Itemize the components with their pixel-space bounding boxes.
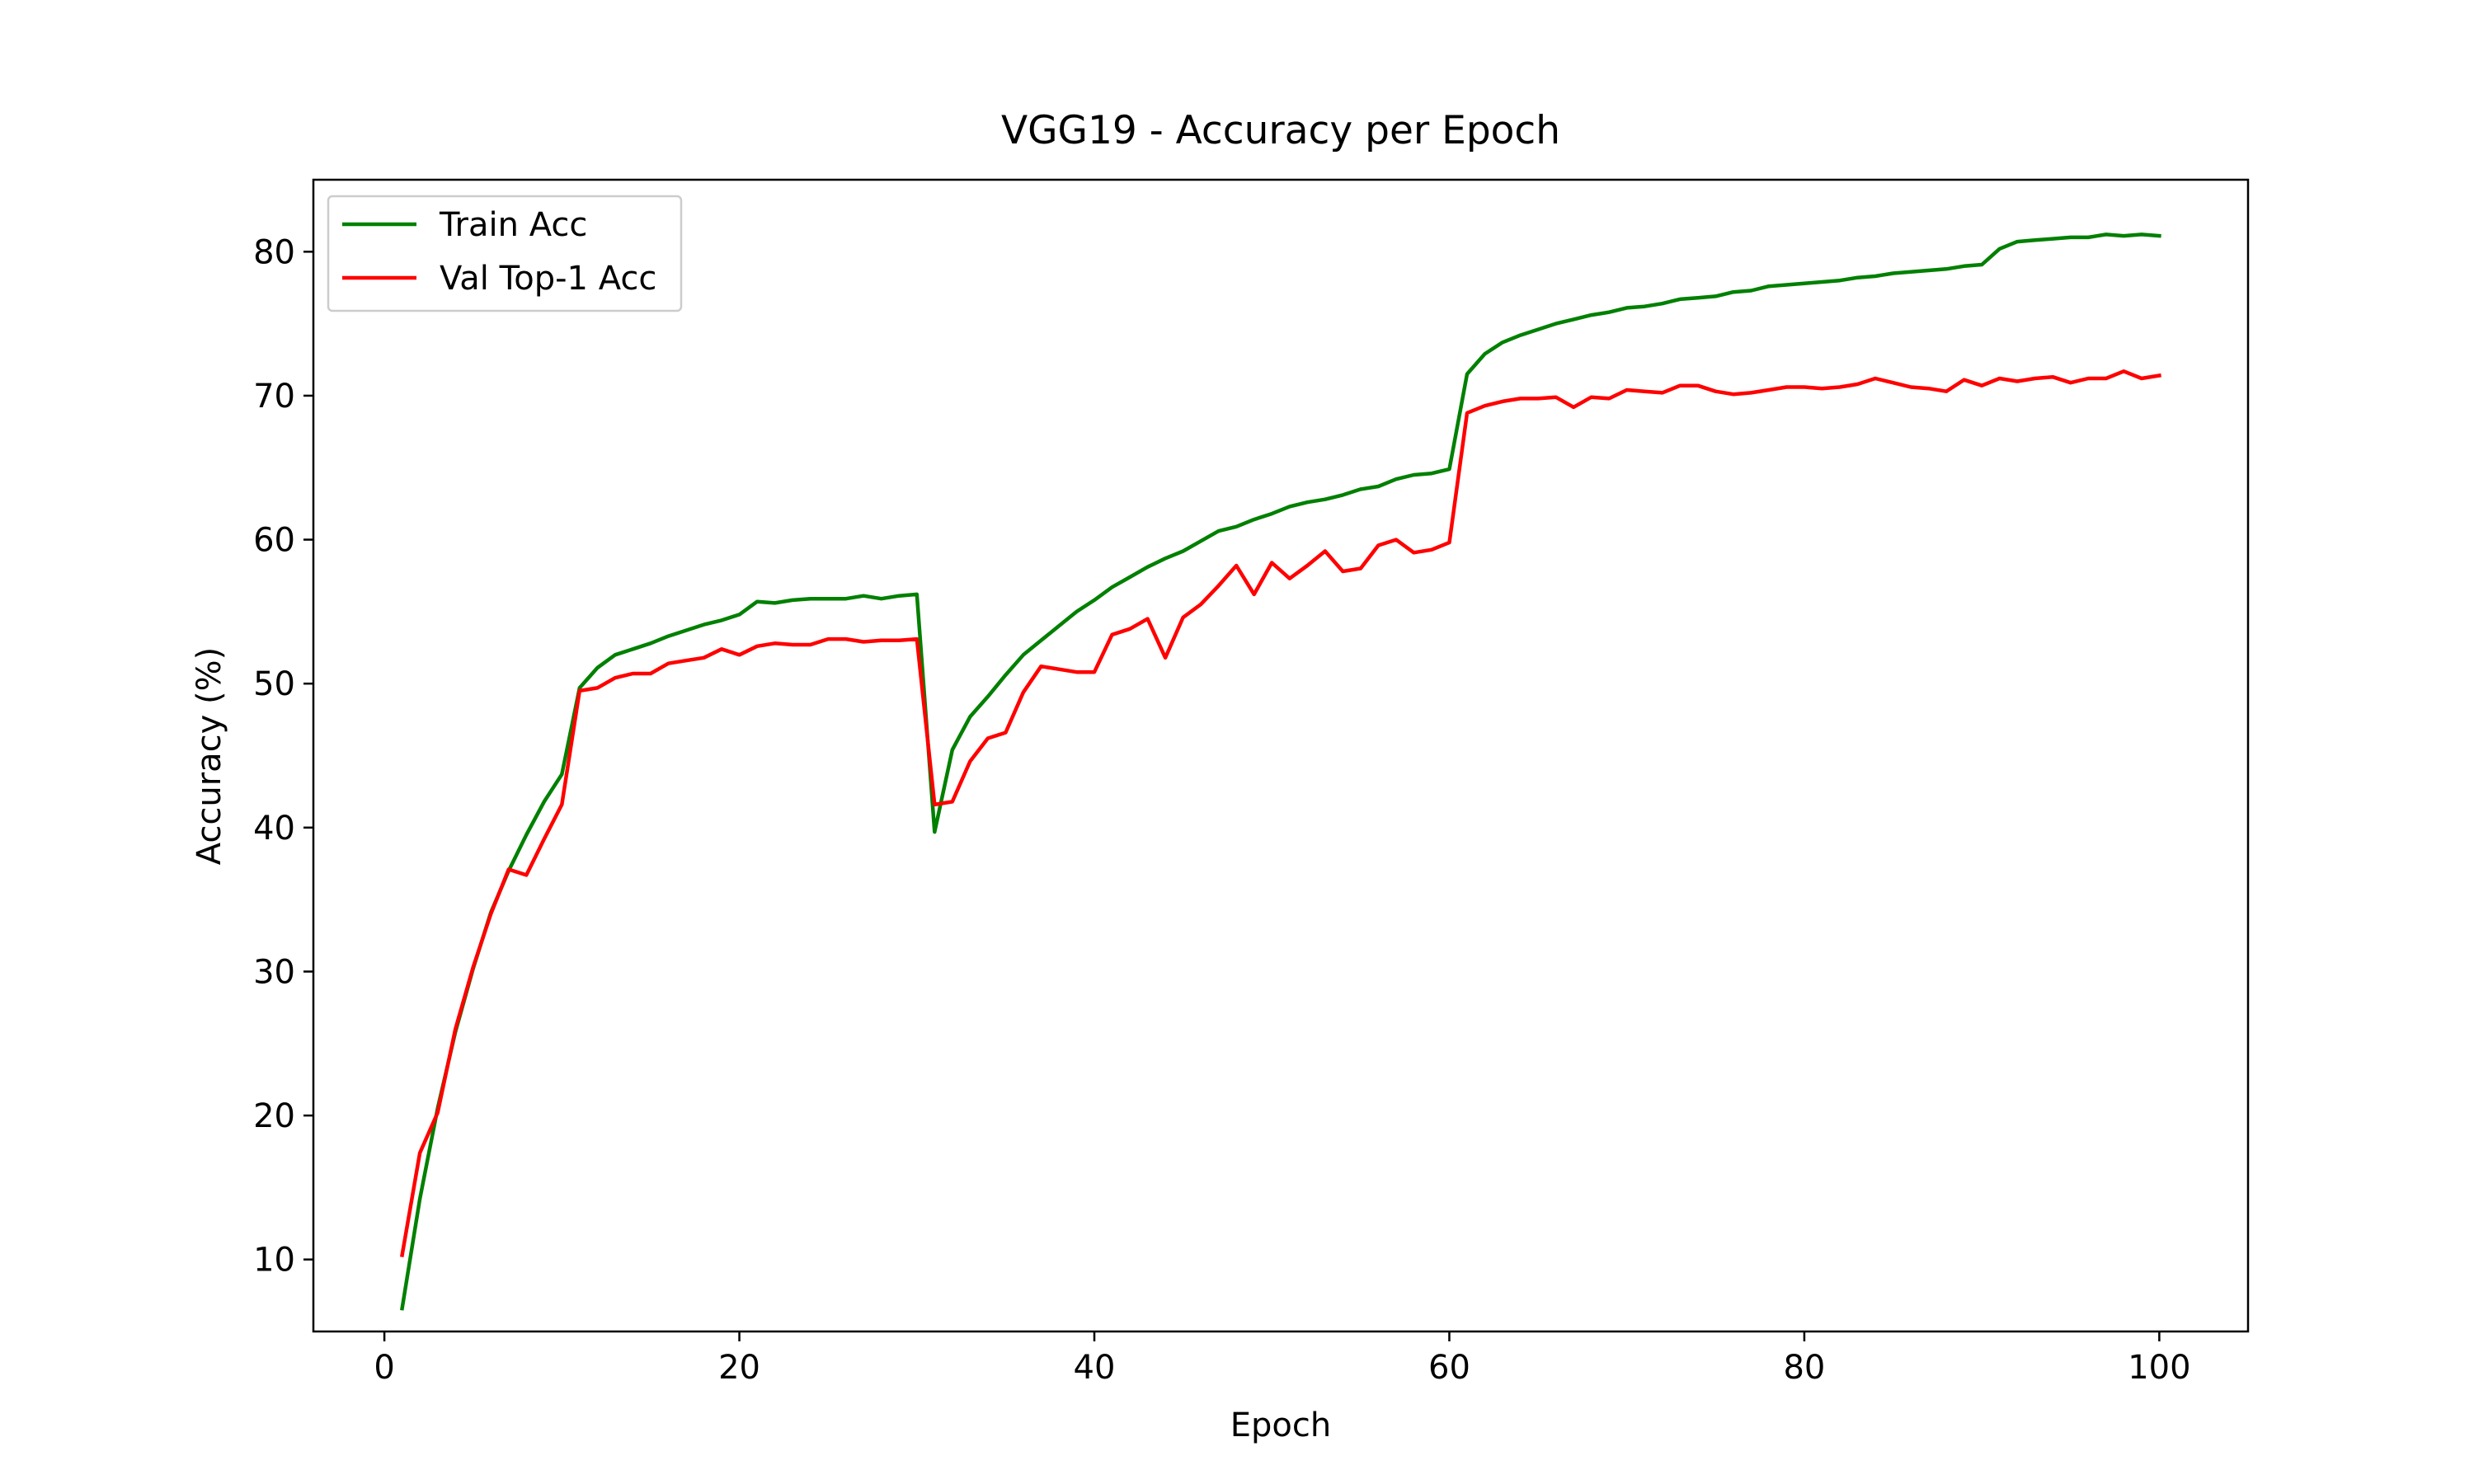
- legend: Train Acc Val Top-1 Acc: [327, 195, 683, 312]
- x-tick-label: 60: [1428, 1349, 1470, 1387]
- plot-frame: [312, 178, 2250, 1333]
- x-tick-label: 40: [1074, 1349, 1116, 1387]
- y-tick-label: 50: [253, 665, 295, 703]
- x-tick-label: 80: [1783, 1349, 1825, 1387]
- x-ticks: 0 20 40 60 80 100: [374, 1331, 2191, 1387]
- y-tick-label: 20: [253, 1097, 295, 1135]
- legend-label-val-top1-acc: Val Top-1 Acc: [440, 260, 656, 298]
- x-axis-label: Epoch: [1230, 1407, 1331, 1444]
- y-tick-label: 10: [253, 1242, 295, 1280]
- y-tick-label: 60: [253, 522, 295, 560]
- x-tick-label: 100: [2128, 1349, 2190, 1387]
- y-tick-label: 70: [253, 378, 295, 416]
- series-layer: [399, 232, 2161, 1311]
- chart-title: VGG19 - Accuracy per Epoch: [1001, 108, 1560, 153]
- y-tick-label: 30: [253, 953, 295, 991]
- y-ticks: 10 20 30 40 50 60 70 80: [253, 233, 313, 1280]
- series-line-val-top1-acc: [399, 369, 2161, 1258]
- x-tick-label: 0: [374, 1349, 394, 1387]
- x-tick-label: 20: [718, 1349, 760, 1387]
- y-tick-label: 40: [253, 810, 295, 848]
- y-axis-label: Accuracy (%): [190, 647, 228, 866]
- legend-label-train-acc: Train Acc: [439, 206, 587, 244]
- series-line-train-acc: [400, 232, 2161, 1311]
- y-tick-label: 80: [253, 233, 295, 271]
